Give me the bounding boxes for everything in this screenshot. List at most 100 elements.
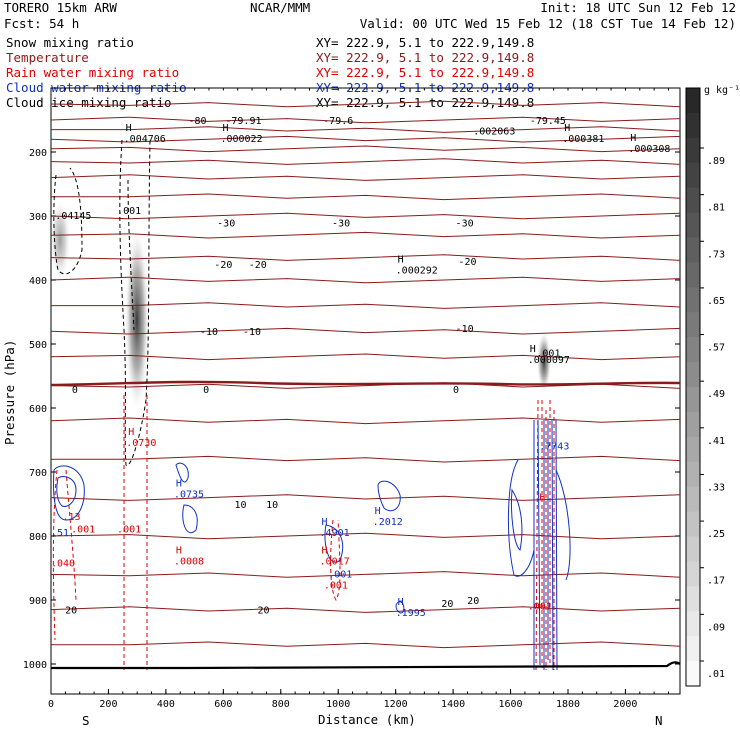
isotherm-line <box>50 494 681 501</box>
colorbar-label: .09 <box>707 622 725 633</box>
isotherm-line <box>50 571 681 578</box>
x-tick-label: 0 <box>48 699 54 710</box>
extremum-mark: H <box>398 254 404 265</box>
colorbar-label: .41 <box>707 436 725 447</box>
isotherm-line <box>50 276 681 284</box>
cloud-water-contours <box>53 419 571 671</box>
colorbar-cell <box>686 137 700 164</box>
colorbar-cell <box>686 586 700 612</box>
extremum-value: .0008 <box>174 557 204 568</box>
isotherm-line <box>51 193 681 201</box>
colorbar-cell <box>686 536 700 562</box>
x-tick-label: 2000 <box>613 699 637 710</box>
colorbar-cell <box>686 411 700 438</box>
model-title: TORERO 15km ARW <box>4 0 117 15</box>
y-tick-label: 500 <box>29 340 47 351</box>
extremum-value: .001 <box>117 206 141 217</box>
colorbar-cell <box>686 461 700 488</box>
colorbar-cell <box>686 362 700 388</box>
isotherm-label: -79.91 <box>225 116 261 127</box>
colorbar-label: .49 <box>707 389 725 400</box>
extremum-value: .001 <box>328 569 352 580</box>
colorbar-cell <box>686 561 700 587</box>
extremum-value: .0017 <box>320 557 350 568</box>
isotherm-line <box>50 231 681 239</box>
y-tick-label: 600 <box>29 404 47 415</box>
plot-frame <box>50 87 681 695</box>
isotherm-label: 0 <box>453 385 459 396</box>
x-axis-title: Distance (km) <box>318 712 416 727</box>
x-tick-label: 1000 <box>326 699 350 710</box>
isotherm-line <box>50 116 681 124</box>
isotherm-label: -20 <box>458 257 476 268</box>
rain-contours <box>52 395 555 671</box>
x-end-label: N <box>655 713 663 728</box>
isotherm-label: -10 <box>200 327 218 338</box>
isotherm-label: -20 <box>249 260 267 271</box>
extremum-mark: H <box>322 517 328 528</box>
y-tick-label: 400 <box>29 276 47 287</box>
isotherm-label: -30 <box>217 218 235 229</box>
init-time: Init: 18 UTC Sun 12 Feb 12 <box>540 0 736 15</box>
colorbar-unit: g kg⁻¹ <box>704 85 740 96</box>
isotherm-label: 10 <box>235 500 247 511</box>
colorbar-label: .01 <box>707 669 725 680</box>
isotherm-line <box>51 641 681 649</box>
x-tick-label: 1800 <box>556 699 580 710</box>
isotherm-label: -30 <box>456 218 474 229</box>
snow-shading <box>50 200 551 410</box>
isotherm-label: -10 <box>456 324 474 335</box>
surface-line <box>50 661 681 670</box>
isotherm-label: 20 <box>65 606 77 617</box>
ice-contours <box>53 139 151 466</box>
extremum-value: .001 <box>528 601 552 612</box>
colorbar-cell <box>686 661 700 687</box>
y-tick-label: 900 <box>29 596 47 607</box>
isotherm-line <box>50 327 681 335</box>
isotherm-line <box>50 254 681 261</box>
y-axis-title: Pressure (hPa) <box>2 340 17 445</box>
isotherm-line <box>51 126 681 133</box>
isotherm-line <box>51 302 681 309</box>
isotherm-label: 20 <box>258 606 270 617</box>
extremum-mark: H <box>322 546 328 557</box>
extremum-value: .000308 <box>628 144 670 155</box>
legend-rain-name: Rain water mixing ratio <box>6 65 179 80</box>
colorbar-cell <box>686 237 700 263</box>
x-tick-label: 200 <box>99 699 117 710</box>
isotherm-line <box>50 353 681 361</box>
colorbar: .89 .81 .73 .65 .57 .49 .41 .33 .25 .17 .09 .01 <box>685 87 725 687</box>
extremum-value: .000292 <box>396 265 438 276</box>
colorbar-cell <box>686 387 700 413</box>
colorbar-cell <box>686 337 700 363</box>
y-tick-label: 700 <box>29 468 47 479</box>
extremum-value: .001 <box>71 525 95 536</box>
legend-temp-name: Temperature <box>6 50 89 65</box>
y-tick-label: 300 <box>29 212 47 223</box>
isotherm-labels: -80 -79.91 -79.6 -79.45 -30 -30 -30 -20 -20 -20 -1… <box>65 116 566 617</box>
legend-cloudice-name: Cloud ice mixing ratio <box>6 95 172 110</box>
extremum-value: .2012 <box>373 517 403 528</box>
isotherm-label: 10 <box>266 500 278 511</box>
colorbar-cell <box>686 436 700 463</box>
isotherm-line <box>50 212 681 220</box>
colorbar-cell <box>686 187 700 214</box>
extremum-value: .000022 <box>220 134 262 145</box>
colorbar-label: .57 <box>707 343 725 354</box>
isotherm-label: -20 <box>214 260 232 271</box>
x-tick-label: 1200 <box>384 699 408 710</box>
isotherm-label: 20 <box>441 599 453 610</box>
colorbar-cell <box>686 88 700 114</box>
valid-time: Valid: 00 UTC Wed 15 Feb 12 (18 CST Tue … <box>360 16 736 31</box>
colorbar-cell <box>686 112 700 139</box>
isotherm-line <box>50 606 681 613</box>
extremum-mark: H <box>176 546 182 557</box>
extremum-mark: H <box>375 506 381 517</box>
y-tick-label: 800 <box>29 532 47 543</box>
colorbar-label: .25 <box>707 529 725 540</box>
org-title: NCAR/MMM <box>250 0 310 15</box>
x-tick-label: 1600 <box>498 699 522 710</box>
colorbar-label: .17 <box>707 576 725 587</box>
colorbar-cell <box>686 486 700 513</box>
legend-temp-xy: XY= 222.9, 5.1 to 222.9,149.8 <box>316 50 534 65</box>
